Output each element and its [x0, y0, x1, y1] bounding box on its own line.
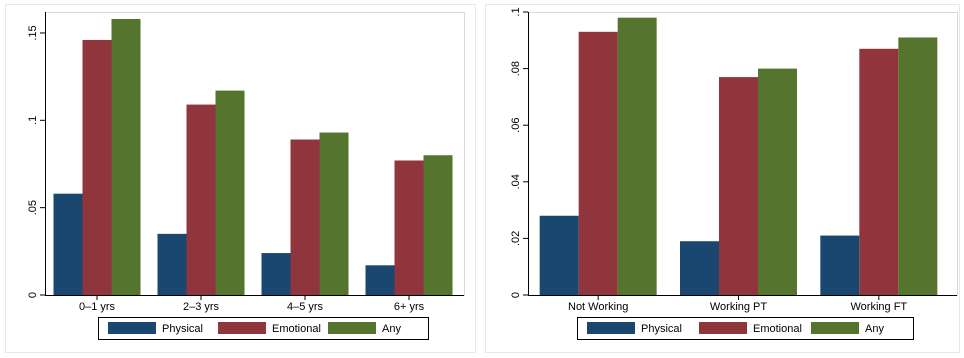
y-tick-label: .06 [510, 118, 522, 133]
bar-physical-2-3-yrs [157, 233, 187, 295]
legend-label-physical: Physical [641, 323, 682, 335]
legend-label-emotional: Emotional [753, 323, 802, 335]
legend: Physical Emotional Any [98, 317, 429, 340]
bar-emotional-6-yrs [394, 160, 424, 295]
bar-any-4-5-yrs [319, 132, 349, 295]
legend-label-emotional: Emotional [272, 323, 321, 335]
bar-any-working-ft [898, 37, 938, 295]
bar-emotional-working-ft [859, 48, 899, 295]
x-tick-label: 2–3 yrs [183, 301, 220, 313]
y-tick-label: 0 [510, 292, 522, 298]
bar-physical-working-pt [679, 241, 719, 295]
legend-label-physical: Physical [162, 323, 203, 335]
y-tick-label: 0 [27, 292, 39, 298]
bar-emotional-0-1-yrs [82, 39, 112, 295]
legend-swatch-any [328, 322, 376, 334]
bar-physical-working-ft [820, 235, 860, 295]
y-tick-label: .05 [27, 200, 39, 215]
bar-any-2-3-yrs [215, 90, 245, 295]
right-bar-chart: 0 .02 .04 .06 .08 .1 Not Working Working PT Work… [510, 7, 958, 340]
x-tick-label: Working FT [851, 301, 908, 313]
legend-swatch-emotional [699, 322, 747, 334]
y-tick-label: .02 [510, 231, 522, 246]
legend-swatch-physical [587, 322, 635, 334]
bar-emotional-2-3-yrs [186, 104, 216, 295]
y-tick-label: .15 [27, 25, 39, 40]
y-tick-label: .1 [27, 116, 39, 125]
bar-emotional-4-5-yrs [290, 139, 320, 295]
bar-any-working-pt [757, 68, 797, 295]
x-tick-label: Not Working [568, 301, 628, 313]
bar-any-not-working [617, 17, 657, 295]
y-tick-label: .08 [510, 61, 522, 76]
x-tick-label: 6+ yrs [394, 301, 425, 313]
bar-emotional-working-pt [718, 77, 758, 295]
bar-physical-0-1-yrs [53, 193, 83, 295]
legend-swatch-physical [108, 322, 156, 334]
y-tick-label: .04 [510, 174, 522, 189]
x-tick-label: Working PT [710, 301, 768, 313]
bar-physical-4-5-yrs [261, 253, 291, 295]
legend-swatch-any [811, 322, 859, 334]
bar-physical-not-working [539, 215, 579, 295]
legend: Physical Emotional Any [577, 317, 914, 340]
y-tick-label: .1 [510, 7, 522, 16]
legend-label-any: Any [865, 323, 884, 335]
x-tick-label: 4–5 yrs [287, 301, 324, 313]
bar-any-0-1-yrs [111, 18, 141, 296]
x-tick-label: 0–1 yrs [79, 301, 116, 313]
bar-emotional-not-working [578, 31, 618, 296]
bar-physical-6-yrs [365, 265, 395, 295]
legend-label-any: Any [382, 323, 401, 335]
left-bar-chart: 0 .05 .1 .15 0–1 yrs 2–3 yrs 4–5 yrs 6+ yrs Phys… [27, 12, 465, 340]
bar-any-6-yrs [423, 155, 453, 295]
legend-swatch-emotional [218, 322, 266, 334]
